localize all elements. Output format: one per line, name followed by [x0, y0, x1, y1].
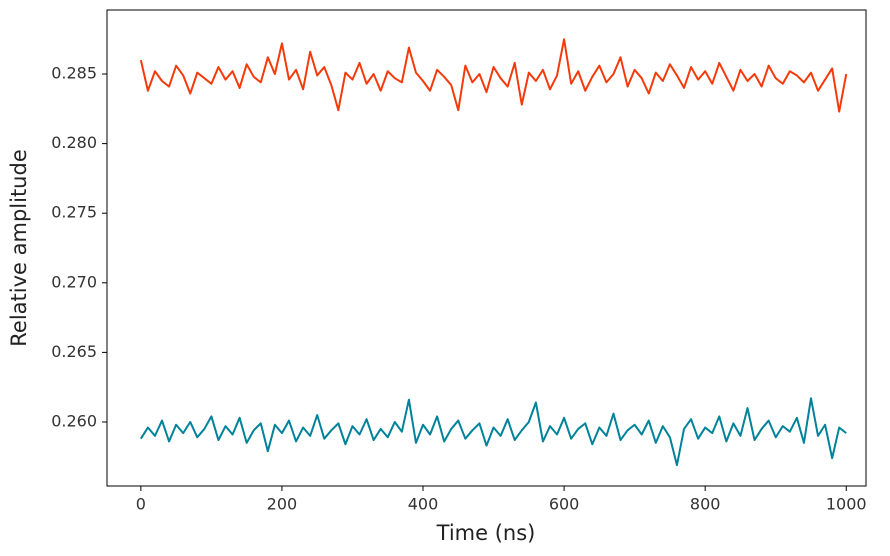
y-tick-label: 0.260 — [51, 411, 97, 430]
x-tick-label: 0 — [136, 495, 146, 514]
x-tick-label: 600 — [549, 495, 580, 514]
x-tick-label: 800 — [690, 495, 721, 514]
x-tick-label: 200 — [267, 495, 298, 514]
y-tick-label: 0.280 — [51, 133, 97, 152]
series-line — [140, 397, 847, 467]
y-tick-label: 0.265 — [51, 342, 97, 361]
x-tick-label: 1000 — [826, 495, 867, 514]
plot-frame — [106, 9, 867, 487]
series-line — [139, 38, 848, 113]
y-axis-label: Relative amplitude — [7, 149, 31, 346]
x-axis-label: Time (ns) — [436, 521, 536, 545]
x-tick-label: 400 — [408, 495, 439, 514]
y-tick-label: 0.270 — [51, 272, 97, 291]
y-tick-label: 0.285 — [51, 64, 97, 83]
y-tick-label: 0.275 — [51, 203, 97, 222]
